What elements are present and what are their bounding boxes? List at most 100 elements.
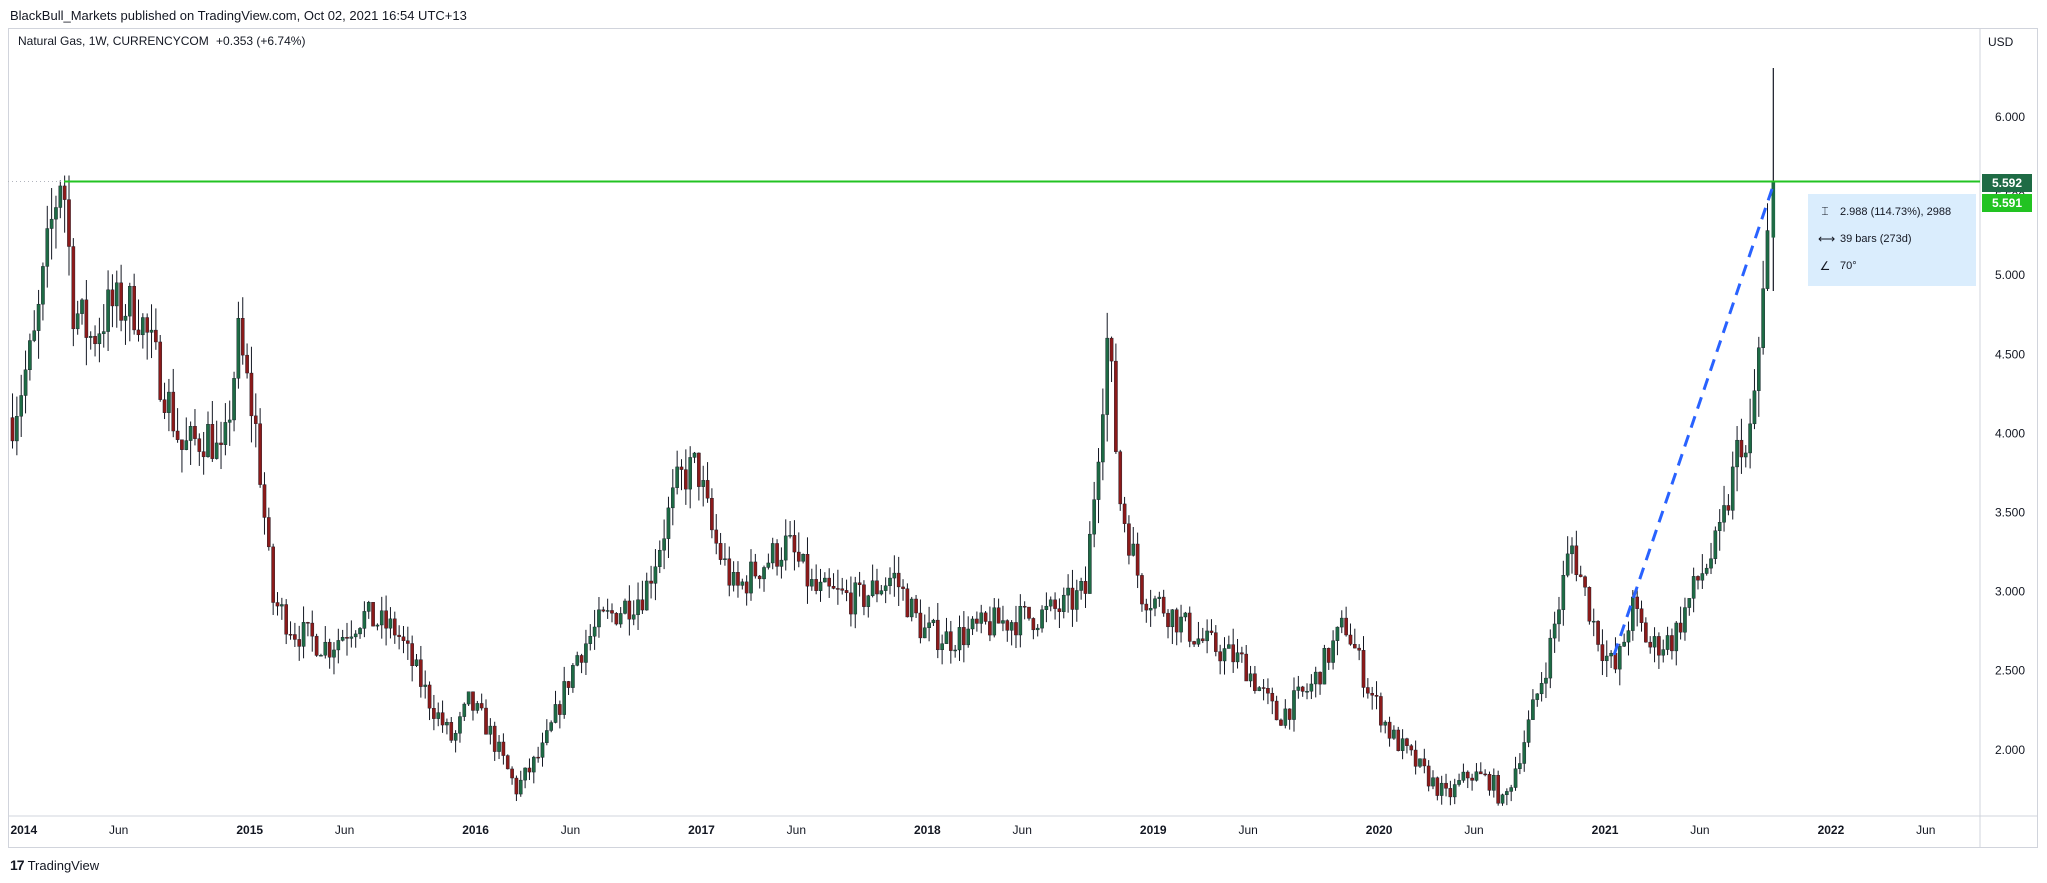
x-tick-label: 2015 (236, 823, 263, 837)
candle-body (1596, 620, 1600, 645)
candle-body (814, 579, 818, 591)
candle-body (1170, 609, 1175, 628)
candle-body (1583, 576, 1587, 588)
candle-body (879, 590, 884, 595)
candle-body (627, 600, 632, 620)
candle-body (1114, 360, 1118, 452)
candle-body (1631, 596, 1635, 631)
candle-body (662, 538, 666, 551)
candle-body (1557, 609, 1561, 625)
price-range-icon: ⌶ (1821, 204, 1829, 218)
candle-body (1374, 694, 1379, 697)
candle-body (927, 622, 931, 629)
candle-body (727, 558, 732, 586)
candle-body (1187, 612, 1192, 642)
currency-label[interactable]: USD (1988, 35, 2014, 49)
measure-tooltip: ⌶ 2.988 (114.73%), 2988 ⟷ 39 bars (273d)… (1808, 194, 1976, 286)
candle-body (1379, 696, 1383, 726)
candle-body (1140, 575, 1144, 605)
candle-body (1713, 530, 1718, 559)
candle-body (392, 618, 397, 636)
candle-body (1196, 638, 1201, 645)
price-range-row: ⌶ 2.988 (114.73%), 2988 (1818, 204, 1951, 219)
candle-body (275, 602, 280, 607)
candle-body (319, 655, 323, 657)
candle-body (931, 619, 936, 624)
candle-body (1383, 721, 1388, 726)
candle-body (1505, 791, 1509, 795)
y-tick-label: 2.500 (1995, 664, 2025, 678)
candle-body (1009, 622, 1014, 631)
candle-body (1591, 620, 1596, 623)
candle-body (1422, 758, 1427, 767)
bars-range-value: 39 bars (273d) (1840, 233, 1912, 245)
candle-body (1570, 545, 1574, 555)
candle-body (788, 535, 792, 537)
candle-body (1370, 693, 1374, 696)
symbol-label: Natural Gas, 1W, CURRENCYCOM (18, 34, 209, 48)
candle-body (206, 424, 210, 458)
candle-body (141, 317, 145, 336)
candle-body (132, 285, 136, 331)
candle-body (475, 703, 480, 711)
candle-body (710, 497, 714, 531)
candle-body (371, 602, 375, 627)
candle-body (1357, 647, 1361, 651)
candle-body (966, 628, 970, 646)
candle-body (723, 558, 727, 560)
candle-body (1148, 608, 1153, 611)
candle-body (188, 426, 193, 441)
candle-body (1157, 596, 1162, 599)
candle-body (1657, 636, 1661, 656)
candle-body (1326, 648, 1331, 663)
candle-body (249, 372, 254, 417)
candle-body (988, 621, 992, 636)
candle-body (1761, 288, 1765, 348)
candle-body (62, 185, 67, 200)
candle-body (119, 282, 123, 321)
candle-body (1535, 693, 1540, 700)
candle-body (23, 369, 28, 396)
candle-body (149, 329, 154, 333)
candle-body (531, 756, 536, 773)
candle-body (479, 703, 484, 709)
footer-brand[interactable]: TradingView (27, 857, 100, 873)
candle-body (883, 585, 888, 591)
candle-body (1691, 576, 1696, 599)
y-tick-label: 6.000 (1995, 110, 2025, 124)
candle-body (970, 618, 975, 630)
candle-body (566, 681, 571, 688)
candle-body (84, 299, 89, 338)
candle-body (753, 561, 758, 577)
candle-body (1040, 609, 1044, 629)
candle-body (749, 561, 753, 594)
candle-body (810, 579, 814, 587)
candle-body (1413, 749, 1418, 767)
candle-body (692, 452, 697, 458)
x-tick-label: Jun (787, 823, 806, 837)
candle-body (1652, 636, 1657, 648)
candle-body (406, 640, 410, 644)
candle-body (1248, 673, 1253, 682)
candle-body (497, 741, 501, 752)
candle-body (358, 628, 362, 635)
candle-body (340, 636, 345, 641)
candle-body (1500, 794, 1505, 804)
candle-body (1166, 612, 1170, 628)
candle-body (1253, 673, 1257, 692)
candle-body (618, 613, 623, 625)
candle-body (957, 627, 962, 651)
tradingview-logo-icon[interactable]: 17 (10, 857, 25, 873)
candle-body (935, 619, 940, 651)
candle-body (1405, 738, 1409, 746)
candle-body (488, 725, 493, 735)
candle-body (1205, 630, 1209, 642)
candle-body (306, 622, 310, 624)
candle-body (1435, 777, 1440, 796)
x-tick-label: Jun (1916, 823, 1935, 837)
candle-body (714, 529, 719, 544)
candle-body (466, 691, 471, 705)
candle-body (614, 613, 619, 625)
candle-body (258, 423, 262, 485)
